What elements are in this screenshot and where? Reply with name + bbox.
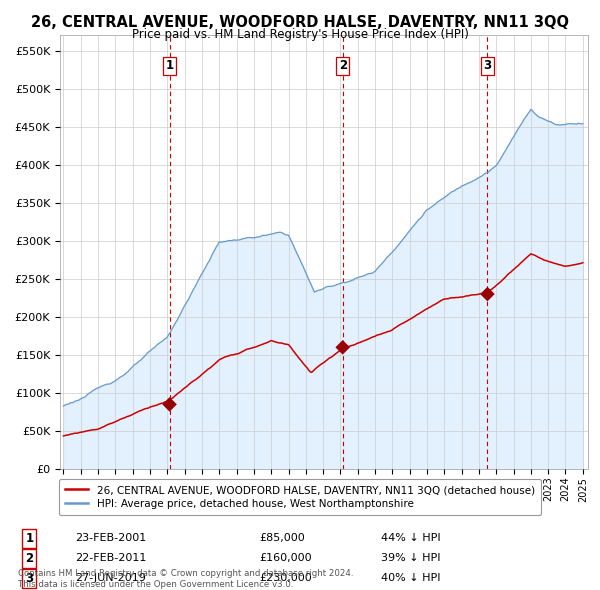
Legend: 26, CENTRAL AVENUE, WOODFORD HALSE, DAVENTRY, NN11 3QQ (detached house), HPI: Av: 26, CENTRAL AVENUE, WOODFORD HALSE, DAVE… xyxy=(59,479,541,515)
Text: Contains HM Land Registry data © Crown copyright and database right 2024.
This d: Contains HM Land Registry data © Crown c… xyxy=(18,569,353,589)
Text: £85,000: £85,000 xyxy=(260,533,305,543)
Text: 26, CENTRAL AVENUE, WOODFORD HALSE, DAVENTRY, NN11 3QQ: 26, CENTRAL AVENUE, WOODFORD HALSE, DAVE… xyxy=(31,15,569,30)
Text: 22-FEB-2011: 22-FEB-2011 xyxy=(76,553,147,563)
Text: 44% ↓ HPI: 44% ↓ HPI xyxy=(380,533,440,543)
Point xyxy=(482,289,492,299)
Text: Price paid vs. HM Land Registry's House Price Index (HPI): Price paid vs. HM Land Registry's House … xyxy=(131,28,469,41)
Text: 40% ↓ HPI: 40% ↓ HPI xyxy=(380,573,440,583)
Text: 23-FEB-2001: 23-FEB-2001 xyxy=(76,533,146,543)
Point xyxy=(165,399,175,409)
Text: 27-JUN-2019: 27-JUN-2019 xyxy=(76,573,146,583)
Text: 3: 3 xyxy=(484,60,491,73)
Text: 2: 2 xyxy=(25,552,34,565)
Text: 1: 1 xyxy=(25,532,34,545)
Text: £160,000: £160,000 xyxy=(260,553,313,563)
Text: 3: 3 xyxy=(25,572,34,585)
Point xyxy=(338,343,347,352)
Text: 39% ↓ HPI: 39% ↓ HPI xyxy=(380,553,440,563)
Text: 2: 2 xyxy=(338,60,347,73)
Text: £230,000: £230,000 xyxy=(260,573,313,583)
Text: 1: 1 xyxy=(166,60,173,73)
